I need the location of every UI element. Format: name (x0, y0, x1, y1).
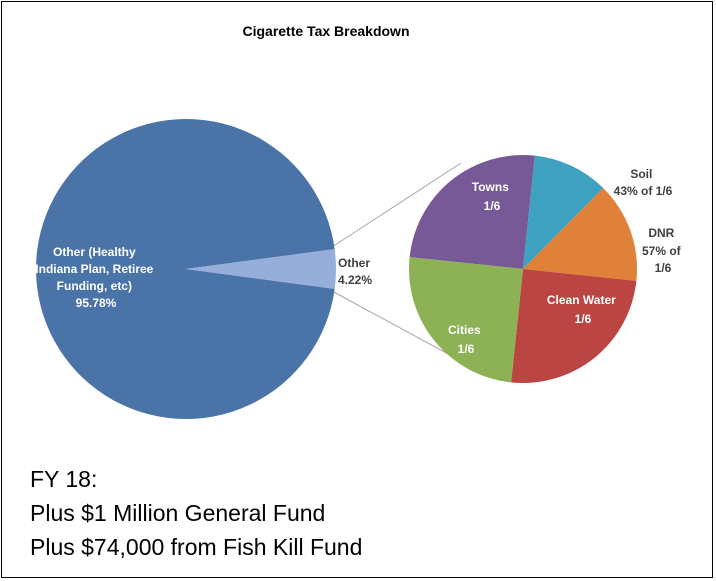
pie-slice-soil (523, 155, 604, 269)
main-pie (35, 118, 336, 419)
data-label-other-healthy-indiana-plan: Other (Healthy Indiana Plan, Retiree Fun… (35, 245, 156, 310)
data-label-dnr: DNR 57% of 1/6 (642, 226, 684, 275)
connector-line-top (331, 162, 462, 248)
data-label-clean-water: Clean Water 1/6 (547, 293, 619, 326)
pie-slice-clean-water (511, 269, 637, 384)
chart-title: Cigarette Tax Breakdown (242, 23, 409, 39)
pie-slice-towns (409, 154, 535, 269)
data-label-towns: Towns 1/6 (472, 180, 512, 213)
notes-line-general-fund: Plus $1 Million General Fund (30, 500, 326, 526)
pie-slice-cities (408, 257, 523, 383)
pie-slice-other-healthy-indiana-plan (35, 118, 335, 419)
data-label-cities: Cities 1/6 (448, 323, 484, 356)
data-label-other: Other 4.22% (338, 256, 373, 287)
pie-slice-other (186, 249, 336, 289)
notes-line-fish-kill-fund: Plus $74,000 from Fish Kill Fund (30, 534, 363, 560)
pie-slice-dnr (523, 187, 638, 281)
breakdown-pie (408, 154, 638, 384)
data-label-soil: Soil 43% of 1/6 (614, 167, 673, 198)
notes-line-fiscal-year: FY 18: (30, 466, 98, 492)
connector-line-bottom (331, 290, 462, 362)
notes-block: FY 18: Plus $1 Million General Fund Plus… (30, 462, 362, 564)
